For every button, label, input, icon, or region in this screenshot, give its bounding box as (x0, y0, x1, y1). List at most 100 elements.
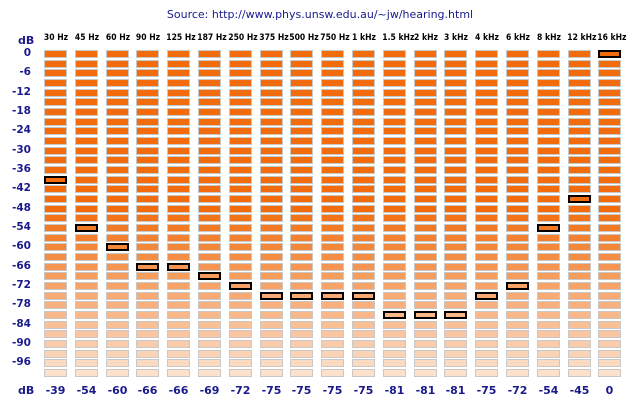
level-cell-selected[interactable] (167, 263, 190, 271)
level-cell[interactable] (506, 321, 529, 329)
level-cell[interactable] (198, 301, 221, 309)
level-cell[interactable] (321, 253, 344, 261)
level-cell[interactable] (136, 60, 159, 68)
level-cell[interactable] (568, 147, 591, 155)
level-cell[interactable] (598, 147, 621, 155)
level-cell[interactable] (106, 340, 129, 348)
level-cell[interactable] (321, 369, 344, 377)
level-cell[interactable] (444, 272, 467, 280)
level-cell[interactable] (106, 369, 129, 377)
level-cell[interactable] (352, 359, 375, 367)
level-cell[interactable] (352, 321, 375, 329)
level-cell[interactable] (352, 166, 375, 174)
level-cell[interactable] (260, 79, 283, 87)
level-cell[interactable] (229, 234, 252, 242)
level-cell[interactable] (106, 321, 129, 329)
level-cell[interactable] (475, 176, 498, 184)
level-cell[interactable] (383, 224, 406, 232)
level-cell[interactable] (321, 118, 344, 126)
level-cell[interactable] (136, 127, 159, 135)
level-cell[interactable] (598, 301, 621, 309)
level-cell[interactable] (75, 359, 98, 367)
level-cell[interactable] (475, 127, 498, 135)
level-cell[interactable] (229, 243, 252, 251)
level-cell[interactable] (444, 369, 467, 377)
level-cell[interactable] (598, 137, 621, 145)
level-cell[interactable] (75, 282, 98, 290)
level-cell[interactable] (290, 301, 313, 309)
level-cell[interactable] (475, 50, 498, 58)
level-cell[interactable] (229, 156, 252, 164)
level-cell[interactable] (44, 205, 67, 213)
level-cell[interactable] (229, 79, 252, 87)
level-cell[interactable] (383, 118, 406, 126)
level-cell[interactable] (75, 311, 98, 319)
level-cell[interactable] (44, 108, 67, 116)
level-cell[interactable] (136, 79, 159, 87)
level-cell[interactable] (598, 60, 621, 68)
level-cell[interactable] (506, 176, 529, 184)
level-cell[interactable] (414, 108, 437, 116)
level-cell[interactable] (198, 292, 221, 300)
level-cell[interactable] (321, 147, 344, 155)
level-cell[interactable] (136, 253, 159, 261)
level-cell[interactable] (352, 69, 375, 77)
level-cell[interactable] (475, 147, 498, 155)
level-cell[interactable] (537, 369, 560, 377)
level-cell[interactable] (414, 137, 437, 145)
level-cell-selected[interactable] (352, 292, 375, 300)
level-cell[interactable] (198, 79, 221, 87)
level-cell[interactable] (167, 369, 190, 377)
level-cell[interactable] (229, 205, 252, 213)
level-cell[interactable] (598, 89, 621, 97)
level-cell[interactable] (598, 350, 621, 358)
level-cell[interactable] (167, 137, 190, 145)
level-cell[interactable] (444, 205, 467, 213)
level-cell[interactable] (383, 147, 406, 155)
level-cell[interactable] (537, 185, 560, 193)
level-cell[interactable] (537, 127, 560, 135)
level-cell[interactable] (475, 69, 498, 77)
level-cell[interactable] (106, 359, 129, 367)
level-cell[interactable] (537, 359, 560, 367)
level-cell[interactable] (229, 340, 252, 348)
level-cell[interactable] (414, 185, 437, 193)
level-cell[interactable] (321, 176, 344, 184)
level-cell[interactable] (44, 330, 67, 338)
level-cell[interactable] (321, 311, 344, 319)
level-cell[interactable] (598, 214, 621, 222)
level-cell[interactable] (506, 330, 529, 338)
level-cell[interactable] (75, 147, 98, 155)
level-cell[interactable] (290, 234, 313, 242)
level-cell[interactable] (260, 118, 283, 126)
level-cell[interactable] (444, 253, 467, 261)
level-cell[interactable] (352, 50, 375, 58)
level-cell[interactable] (537, 311, 560, 319)
level-cell[interactable] (506, 243, 529, 251)
level-cell[interactable] (44, 69, 67, 77)
level-cell[interactable] (444, 50, 467, 58)
level-cell[interactable] (167, 311, 190, 319)
level-cell[interactable] (598, 340, 621, 348)
level-cell[interactable] (75, 98, 98, 106)
level-cell[interactable] (44, 195, 67, 203)
level-cell[interactable] (106, 156, 129, 164)
level-cell[interactable] (383, 272, 406, 280)
level-cell[interactable] (568, 89, 591, 97)
level-cell[interactable] (537, 263, 560, 271)
level-cell[interactable] (568, 311, 591, 319)
level-cell[interactable] (537, 214, 560, 222)
level-cell[interactable] (444, 330, 467, 338)
level-cell[interactable] (383, 176, 406, 184)
level-cell[interactable] (506, 301, 529, 309)
level-cell[interactable] (598, 282, 621, 290)
level-cell[interactable] (75, 234, 98, 242)
level-cell[interactable] (444, 69, 467, 77)
level-cell[interactable] (75, 60, 98, 68)
level-cell-selected[interactable] (444, 311, 467, 319)
level-cell[interactable] (568, 340, 591, 348)
level-cell[interactable] (475, 359, 498, 367)
level-cell[interactable] (44, 234, 67, 242)
level-cell[interactable] (506, 127, 529, 135)
level-cell[interactable] (475, 311, 498, 319)
